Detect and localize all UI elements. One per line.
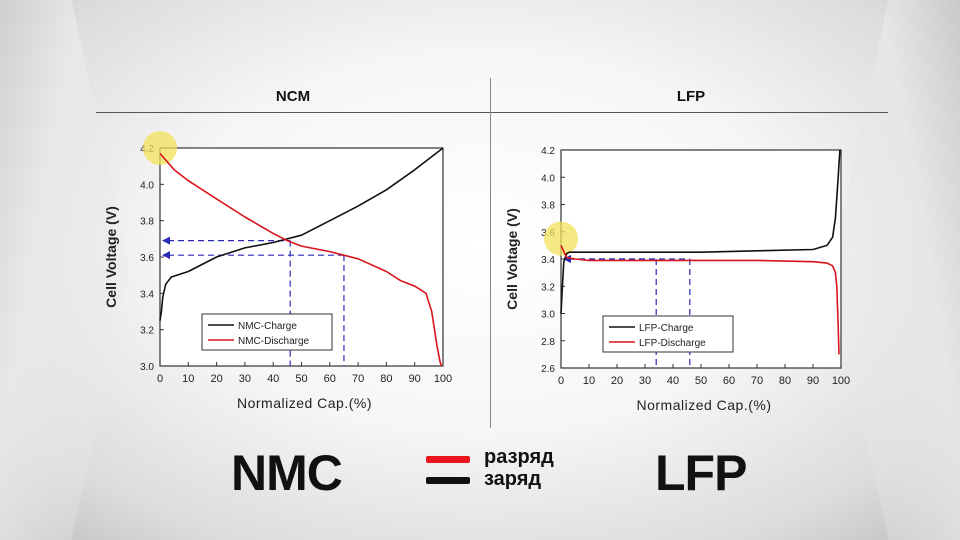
x-tick-label: 20 (611, 375, 623, 387)
y-tick-label: 4.0 (541, 173, 555, 184)
y-axis-label: Cell Voltage (V) (103, 206, 119, 308)
legend-swatch-charge (426, 477, 470, 484)
y-tick-label: 3.8 (140, 217, 154, 228)
legend-entry: NMC-Charge (238, 321, 297, 332)
legend-entry: NMC-Discharge (238, 336, 310, 347)
x-axis-label: Normalized Cap.(%) (237, 395, 372, 411)
y-axis-label: Cell Voltage (V) (504, 208, 520, 310)
x-tick-label: 90 (807, 375, 819, 387)
x-tick-label: 30 (239, 373, 251, 385)
x-tick-label: 100 (832, 375, 850, 387)
x-tick-label: 20 (210, 373, 222, 385)
series-line-nmc-charge (159, 147, 444, 321)
x-tick-label: 40 (267, 373, 279, 385)
y-tick-label: 2.8 (541, 337, 555, 348)
y-tick-label: 3.6 (140, 253, 154, 264)
bottom-label-nmc: NMC (231, 445, 343, 501)
y-tick-label: 3.8 (541, 201, 555, 212)
highlight-marker (143, 131, 177, 165)
y-tick-label: 3.0 (541, 310, 555, 321)
x-tick-label: 60 (723, 375, 735, 387)
x-tick-label: 0 (558, 375, 564, 387)
series-line-nmc-discharge (159, 152, 443, 367)
x-tick-label: 100 (434, 373, 452, 385)
y-tick-label: 3.0 (140, 362, 154, 373)
y-tick-label: 2.6 (541, 364, 555, 375)
x-axis-label: Normalized Cap.(%) (636, 397, 771, 413)
x-tick-label: 80 (380, 373, 392, 385)
x-tick-label: 10 (182, 373, 194, 385)
legend-swatch-discharge (426, 456, 470, 463)
legend-entry: LFP-Charge (639, 323, 694, 334)
legend-box (201, 313, 333, 351)
x-tick-label: 10 (583, 375, 595, 387)
panel-title-lfp: LFP (676, 88, 706, 105)
x-tick-label: 60 (324, 373, 336, 385)
x-tick-label: 90 (409, 373, 421, 385)
x-tick-label: 80 (779, 375, 791, 387)
series-line-lfp-discharge (560, 245, 840, 355)
legend-label-discharge: разряд (484, 446, 554, 468)
y-tick-label: 4.2 (541, 146, 555, 157)
bottom-label-lfp: LFP (655, 445, 747, 501)
x-tick-label: 50 (295, 373, 307, 385)
x-tick-label: 30 (639, 375, 651, 387)
y-tick-label: 3.2 (140, 326, 154, 337)
panel-divider (490, 78, 491, 428)
x-tick-label: 50 (695, 375, 707, 387)
guide-arrowhead (563, 255, 571, 263)
y-tick-label: 3.4 (541, 255, 555, 266)
guide-arrowhead (162, 236, 170, 245)
x-tick-label: 40 (667, 375, 679, 387)
x-tick-label: 0 (157, 373, 163, 385)
y-tick-label: 4.0 (140, 180, 154, 191)
highlight-marker (544, 221, 578, 256)
header-rule (96, 112, 888, 113)
x-tick-label: 70 (751, 375, 763, 387)
legend-entry: LFP-Discharge (639, 338, 706, 349)
y-tick-label: 3.4 (140, 289, 154, 300)
y-tick-label: 3.2 (541, 282, 555, 293)
x-tick-label: 70 (352, 373, 364, 385)
legend-box (602, 315, 734, 353)
legend-label-charge: заряд (484, 468, 542, 490)
guide-arrowhead (162, 251, 170, 260)
panel-title-ncm: NCM (275, 88, 311, 105)
